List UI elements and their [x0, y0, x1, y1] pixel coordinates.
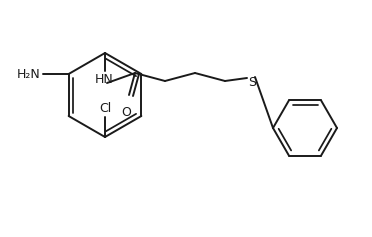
Text: H₂N: H₂N — [17, 68, 41, 81]
Text: HN: HN — [94, 73, 113, 86]
Text: S: S — [248, 76, 256, 88]
Text: Cl: Cl — [99, 102, 111, 115]
Text: O: O — [121, 106, 131, 119]
